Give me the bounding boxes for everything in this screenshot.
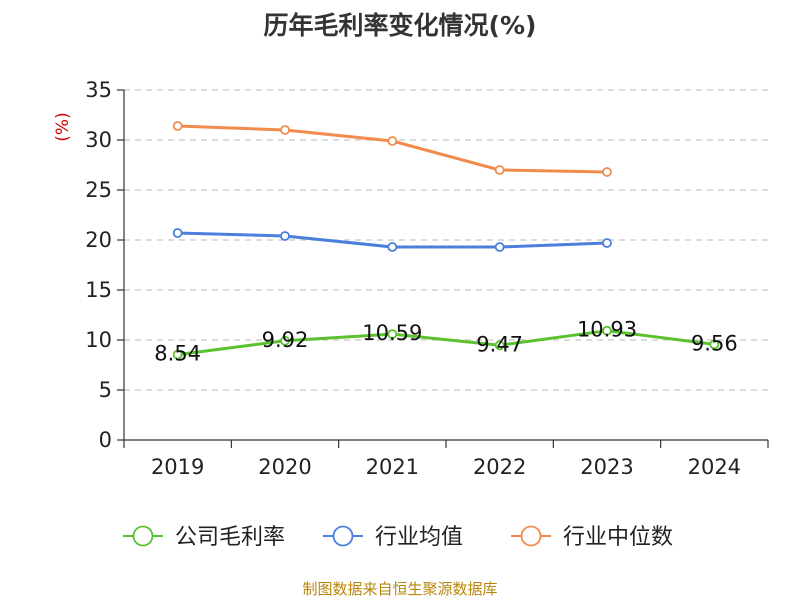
legend[interactable]: 公司毛利率 行业均值 行业中位数 — [123, 525, 673, 550]
legend-item[interactable]: 行业均值 — [323, 525, 463, 550]
y-tick-label: 10 — [85, 328, 112, 352]
data-point[interactable] — [709, 339, 720, 350]
series-lines — [172, 121, 720, 360]
data-labels: 8.54 9.92 10.59 9.47 10.93 9.56 — [154, 318, 737, 366]
y-tick-label: 15 — [85, 278, 112, 302]
data-point[interactable] — [494, 340, 505, 351]
series-line — [177, 329, 715, 357]
x-tick-label: 2023 — [580, 455, 633, 479]
legend-item[interactable]: 公司毛利率 — [123, 525, 285, 550]
grid-lines — [124, 89, 768, 391]
data-point[interactable] — [280, 231, 290, 241]
data-point[interactable] — [387, 329, 398, 340]
data-point[interactable] — [387, 136, 398, 146]
data-source-note: 制图数据来自恒生聚源数据库 — [302, 580, 498, 598]
y-tick-label: 25 — [85, 178, 112, 202]
data-value-label: 10.59 — [362, 321, 422, 345]
data-value-label: 10.93 — [577, 318, 637, 342]
data-point[interactable] — [387, 242, 398, 252]
chart-title: 历年毛利率变化情况(%) — [263, 11, 537, 40]
legend-label: 行业均值 — [375, 525, 463, 550]
data-value-label: 9.92 — [262, 328, 309, 352]
legend-label: 公司毛利率 — [175, 525, 285, 550]
x-tick-label: 2022 — [473, 455, 526, 479]
x-tick-label: 2024 — [688, 455, 741, 479]
y-tick-label: 5 — [99, 378, 112, 402]
legend-marker — [520, 525, 542, 547]
y-axis-unit-label: (%) — [53, 112, 73, 141]
x-tick-label: 2020 — [258, 455, 311, 479]
legend-marker — [132, 525, 154, 547]
data-value-label: 9.47 — [476, 332, 523, 356]
data-point[interactable] — [602, 325, 612, 336]
y-tick-label: 0 — [99, 428, 112, 452]
data-point[interactable] — [172, 228, 183, 238]
data-point[interactable] — [494, 165, 505, 175]
data-point[interactable] — [280, 335, 290, 346]
data-point[interactable] — [172, 349, 183, 360]
y-tick-label: 35 — [85, 78, 112, 102]
x-tick-label: 2019 — [151, 455, 204, 479]
legend-label: 行业中位数 — [563, 525, 673, 550]
y-tick-label: 20 — [85, 228, 112, 252]
x-tick-label: 2021 — [366, 455, 419, 479]
series-line — [177, 124, 608, 174]
legend-marker — [332, 525, 354, 547]
data-value-label: 8.54 — [154, 342, 201, 366]
data-point[interactable] — [602, 238, 612, 248]
data-point[interactable] — [494, 242, 505, 252]
legend-item[interactable]: 行业中位数 — [511, 525, 673, 550]
y-tick-label: 30 — [85, 128, 112, 152]
data-value-label: 9.56 — [691, 331, 738, 355]
data-point[interactable] — [280, 125, 290, 135]
data-point[interactable] — [172, 121, 183, 131]
axes: 0 5 10 15 20 25 30 35 2019 2020 2021 2022 2023 2024 — [85, 78, 769, 479]
data-point[interactable] — [602, 167, 612, 177]
